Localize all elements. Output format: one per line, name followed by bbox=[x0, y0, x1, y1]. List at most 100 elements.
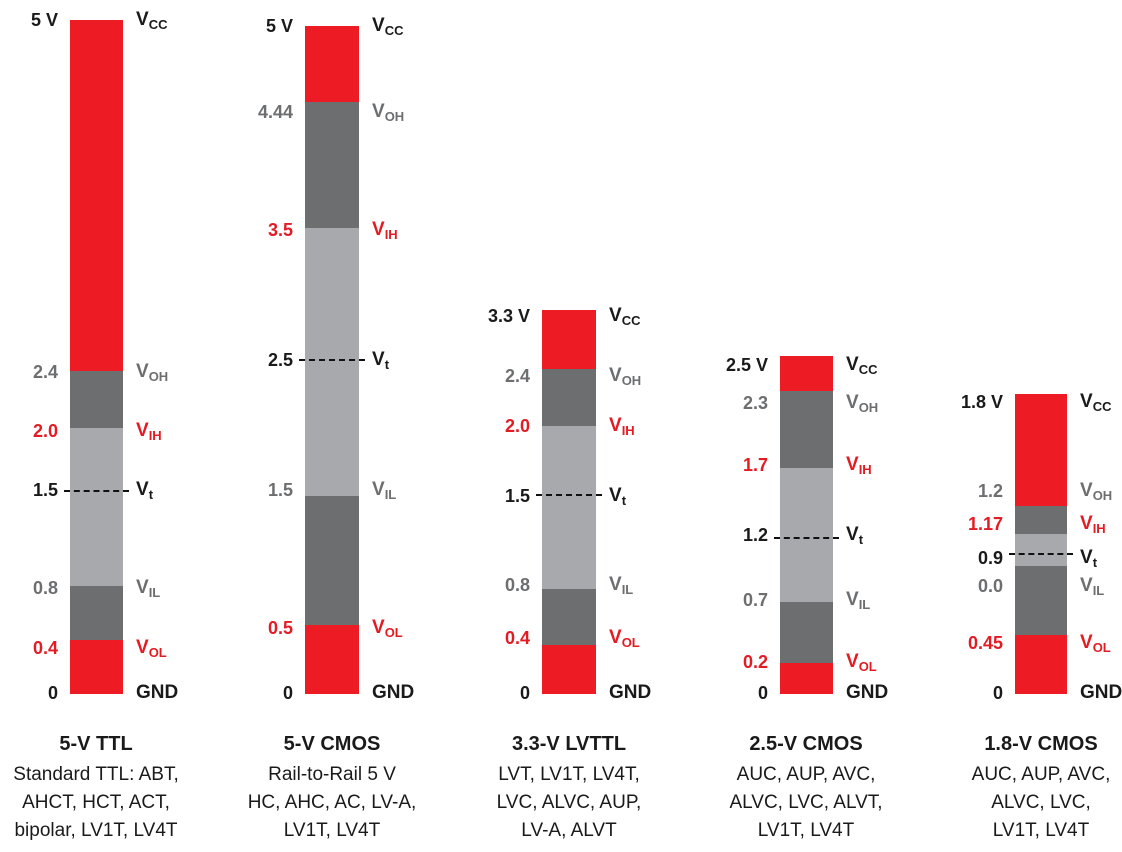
voltage-value: 0.4 bbox=[504, 628, 530, 648]
voltage-symbol: GND bbox=[1080, 682, 1122, 703]
voltage-symbol: VCC bbox=[136, 9, 168, 33]
column-title: 5-V CMOS bbox=[283, 733, 381, 755]
column-description: LV1T, LV4T bbox=[992, 820, 1090, 841]
voltage-band-light bbox=[542, 426, 596, 589]
voltage-band-light bbox=[305, 228, 359, 496]
voltage-symbol: VOL bbox=[372, 617, 403, 641]
voltage-symbol: Vt bbox=[372, 349, 390, 373]
voltage-value: 0.8 bbox=[32, 578, 58, 598]
voltage-symbol: VOL bbox=[1080, 632, 1111, 656]
column-description: AUC, AUP, AVC, bbox=[736, 764, 876, 785]
voltage-value: 0.7 bbox=[742, 590, 768, 610]
voltage-symbol: Vt bbox=[846, 524, 864, 548]
voltage-band-red bbox=[305, 26, 359, 102]
voltage-value: 2.0 bbox=[504, 416, 530, 436]
voltage-band-red bbox=[1015, 394, 1067, 506]
voltage-symbol: VIH bbox=[136, 420, 162, 444]
voltage-value: 0.9 bbox=[977, 548, 1003, 568]
threshold-line bbox=[64, 490, 129, 492]
voltage-value: 2.0 bbox=[32, 421, 58, 441]
voltage-band-dark bbox=[780, 602, 833, 663]
voltage-symbol: Vt bbox=[1080, 547, 1098, 571]
voltage-symbol: VOH bbox=[846, 392, 879, 416]
voltage-band-light bbox=[70, 428, 123, 586]
voltage-value: 1.5 bbox=[32, 480, 58, 500]
voltage-symbol: Vt bbox=[136, 479, 154, 503]
voltage-value: 0.2 bbox=[742, 652, 768, 672]
column-description: Rail-to-Rail 5 V bbox=[268, 764, 396, 785]
column-title: 5-V TTL bbox=[59, 733, 133, 755]
voltage-bar bbox=[1015, 394, 1067, 694]
voltage-symbol: VIH bbox=[609, 415, 635, 439]
threshold-line bbox=[299, 359, 365, 361]
voltage-band-red bbox=[1015, 635, 1067, 694]
voltage-band-light bbox=[1015, 534, 1067, 566]
voltage-value: 5 V bbox=[265, 16, 293, 36]
voltage-value: 0.0 bbox=[977, 576, 1003, 596]
voltage-symbol: VCC bbox=[1080, 391, 1112, 415]
voltage-band-dark bbox=[70, 371, 123, 428]
voltage-band-red bbox=[780, 663, 833, 694]
column-description: LV1T, LV4T bbox=[757, 820, 855, 841]
voltage-band-red bbox=[780, 356, 833, 391]
voltage-band-dark bbox=[305, 496, 359, 625]
voltage-value: 1.8 V bbox=[960, 392, 1003, 412]
column-description: ALVC, LVC, bbox=[991, 792, 1091, 813]
voltage-value: 0.4 bbox=[32, 638, 58, 658]
voltage-value: 1.7 bbox=[742, 455, 768, 475]
voltage-symbol: VIL bbox=[136, 577, 161, 601]
voltage-value: 4.44 bbox=[257, 102, 293, 122]
voltage-bar bbox=[305, 26, 359, 694]
column-title: 2.5-V CMOS bbox=[749, 733, 863, 755]
voltage-band-red bbox=[542, 645, 596, 694]
column-description: Standard TTL: ABT, bbox=[13, 764, 179, 785]
voltage-symbol: GND bbox=[609, 682, 652, 703]
voltage-symbol: VOL bbox=[609, 627, 640, 651]
voltage-value: 0 bbox=[47, 683, 58, 703]
threshold-line bbox=[1009, 553, 1073, 555]
column-description: HC, AHC, AC, LV-A, bbox=[247, 792, 417, 813]
voltage-symbol: GND bbox=[846, 682, 889, 703]
column-description: LVT, LV1T, LV4T, bbox=[498, 764, 640, 785]
voltage-symbol: VOL bbox=[846, 651, 877, 675]
voltage-band-red bbox=[305, 625, 359, 694]
voltage-value: 2.4 bbox=[32, 362, 58, 382]
voltage-band-dark bbox=[542, 589, 596, 645]
column-description: AHCT, HCT, ACT, bbox=[22, 792, 170, 813]
voltage-value: 1.2 bbox=[742, 525, 768, 545]
voltage-value: 3.3 V bbox=[487, 306, 530, 326]
voltage-bar bbox=[70, 20, 123, 694]
voltage-symbol: GND bbox=[136, 682, 179, 703]
voltage-band-dark bbox=[1015, 506, 1067, 534]
voltage-symbol: VIL bbox=[846, 589, 871, 613]
voltage-symbol: VIL bbox=[609, 574, 634, 598]
voltage-symbol: VCC bbox=[372, 15, 404, 39]
voltage-value: 2.3 bbox=[742, 393, 768, 413]
voltage-symbol: VCC bbox=[609, 305, 641, 329]
voltage-symbol: VCC bbox=[846, 354, 878, 378]
column-description: LVC, ALVC, AUP, bbox=[496, 792, 642, 813]
voltage-value: 0 bbox=[992, 683, 1003, 703]
column-description: bipolar, LV1T, LV4T bbox=[14, 820, 178, 841]
voltage-band-red bbox=[542, 310, 596, 369]
voltage-symbol: VIH bbox=[1080, 513, 1106, 537]
voltage-value: 0.45 bbox=[967, 633, 1003, 653]
voltage-symbol: VIH bbox=[846, 454, 872, 478]
voltage-value: 1.5 bbox=[267, 480, 293, 500]
voltage-symbol: VOH bbox=[372, 101, 405, 125]
voltage-band-dark bbox=[542, 369, 596, 426]
voltage-bar bbox=[542, 310, 596, 694]
voltage-band-red bbox=[70, 640, 123, 694]
voltage-band-dark bbox=[70, 586, 123, 640]
voltage-value: 1.17 bbox=[967, 514, 1003, 534]
voltage-band-dark bbox=[305, 102, 359, 228]
voltage-symbol: Vt bbox=[609, 485, 627, 509]
voltage-symbol: GND bbox=[372, 682, 415, 703]
voltage-symbol: VIH bbox=[372, 219, 398, 243]
voltage-symbol: VIL bbox=[372, 479, 397, 503]
voltage-band-red bbox=[70, 20, 123, 371]
column-description: LV1T, LV4T bbox=[283, 820, 381, 841]
voltage-value: 2.5 V bbox=[725, 355, 768, 375]
voltage-symbol: VOH bbox=[1080, 480, 1113, 504]
voltage-value: 5 V bbox=[30, 10, 58, 30]
